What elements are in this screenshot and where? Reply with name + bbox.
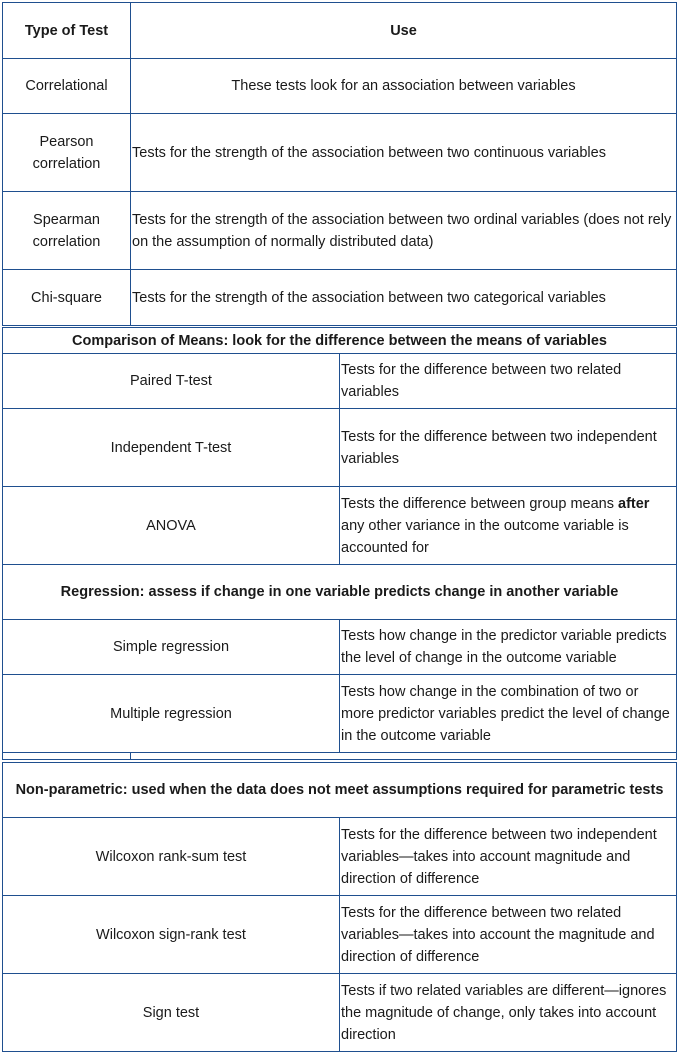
use-text-after: any other variance in the outcome variab…: [341, 517, 629, 556]
test-name: Multiple regression: [2, 674, 340, 753]
section-title-nonparametric: Non-parametric: used when the data does …: [2, 762, 677, 818]
section-title-means: Comparison of Means: look for the differ…: [2, 327, 677, 354]
test-use: Tests how change in the predictor variab…: [339, 619, 677, 675]
use-text-bold: after: [618, 495, 650, 512]
header-use: Use: [130, 2, 677, 59]
header-type-of-test: Type of Test: [2, 2, 131, 59]
table-row: Wilcoxon sign-rank test Tests for the di…: [2, 895, 677, 974]
test-use: Tests for the strength of the associatio…: [130, 191, 677, 270]
section-row: Comparison of Means: look for the differ…: [2, 327, 677, 354]
table-row: Independent T-test Tests for the differe…: [2, 408, 677, 487]
test-use: Tests for the difference between two ind…: [339, 408, 677, 487]
test-name: Independent T-test: [2, 408, 340, 487]
table-row: Wilcoxon rank-sum test Tests for the dif…: [2, 817, 677, 896]
header-row: Type of Test Use: [2, 2, 677, 59]
test-name: ANOVA: [2, 486, 340, 565]
test-name: Spearman correlation: [2, 191, 131, 270]
table-row: Spearman correlation Tests for the stren…: [2, 191, 677, 270]
test-use: Tests for the difference between two rel…: [339, 895, 677, 974]
test-name: Simple regression: [2, 619, 340, 675]
test-name: Pearson correlation: [2, 113, 131, 192]
test-use: Tests for the strength of the associatio…: [130, 113, 677, 192]
test-use: Tests how change in the combination of t…: [339, 674, 677, 753]
table-row: Chi-square Tests for the strength of the…: [2, 269, 677, 326]
test-name: Chi-square: [2, 269, 131, 326]
correlational-table: Type of Test Use Correlational These tes…: [2, 2, 677, 326]
table-row: ANOVA Tests the difference between group…: [2, 486, 677, 565]
test-name: Wilcoxon rank-sum test: [2, 817, 340, 896]
spacer-row: [2, 752, 677, 760]
test-use: Tests for the strength of the associatio…: [130, 269, 677, 326]
table-row: Multiple regression Tests how change in …: [2, 674, 677, 753]
test-name: Correlational: [2, 58, 131, 114]
use-text-before: Tests the difference between group means: [341, 495, 619, 512]
section-row: Regression: assess if change in one vari…: [2, 564, 677, 620]
section-title-regression: Regression: assess if change in one vari…: [2, 564, 677, 620]
table-row: Paired T-test Tests for the difference b…: [2, 353, 677, 409]
table-row: Sign test Tests if two related variables…: [2, 973, 677, 1052]
test-name: Sign test: [2, 973, 340, 1052]
test-name: Wilcoxon sign-rank test: [2, 895, 340, 974]
table-row: Pearson correlation Tests for the streng…: [2, 113, 677, 192]
test-use: Tests if two related variables are diffe…: [339, 973, 677, 1052]
test-use: Tests for the difference between two ind…: [339, 817, 677, 896]
test-use: These tests look for an association betw…: [130, 58, 677, 114]
nonparametric-table: Non-parametric: used when the data does …: [2, 762, 677, 1052]
table-row: Correlational These tests look for an as…: [2, 58, 677, 114]
table-row: Simple regression Tests how change in th…: [2, 619, 677, 675]
test-use: Tests the difference between group means…: [339, 486, 677, 565]
test-name: Paired T-test: [2, 353, 340, 409]
test-use: Tests for the difference between two rel…: [339, 353, 677, 409]
means-table: Comparison of Means: look for the differ…: [2, 327, 677, 753]
section-row: Non-parametric: used when the data does …: [2, 762, 677, 818]
